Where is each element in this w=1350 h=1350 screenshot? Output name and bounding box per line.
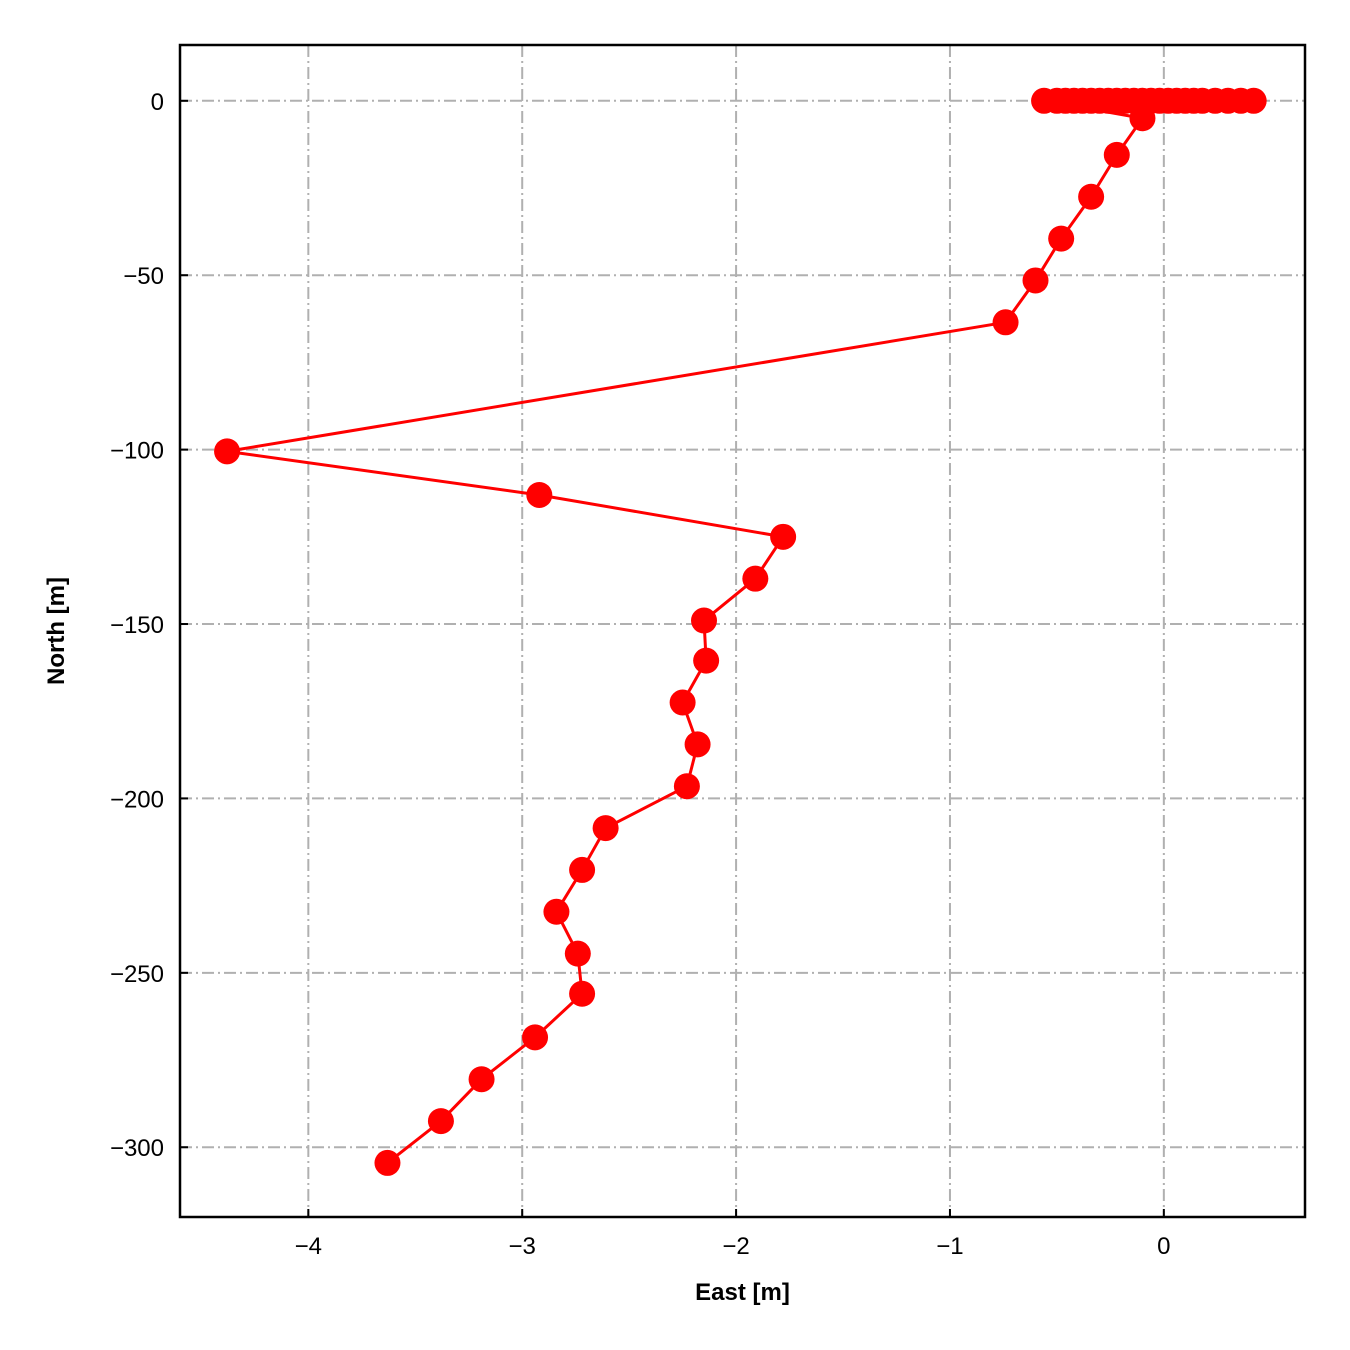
data-point [543, 898, 570, 925]
data-point [669, 689, 696, 716]
data-point [691, 607, 718, 634]
data-point [673, 773, 700, 800]
data-point [522, 1024, 549, 1051]
x-axis-label: East [m] [695, 1279, 790, 1306]
data-point [1022, 267, 1049, 294]
x-tick-label: 0 [1157, 1233, 1170, 1260]
data-point [1129, 105, 1156, 132]
data-point [742, 565, 769, 592]
x-tick-label: −2 [722, 1233, 749, 1260]
y-axis-ticks: 0 −50 −100 −150 −200 −250 −300 [110, 89, 188, 1162]
data-point [569, 980, 596, 1007]
data-point [214, 438, 241, 465]
y-tick-label: −300 [110, 1135, 164, 1162]
y-tick-label: −150 [110, 612, 164, 639]
y-tick-label: 0 [151, 89, 164, 116]
data-point [592, 815, 619, 842]
data-point [1031, 87, 1058, 114]
data-point [1078, 183, 1105, 210]
data-point [770, 523, 797, 550]
data-point [992, 309, 1019, 336]
y-tick-label: −100 [110, 438, 164, 465]
series-layer [214, 87, 1267, 1176]
grid [180, 45, 1305, 1217]
y-axis-label: North [m] [43, 577, 70, 685]
data-point [427, 1108, 454, 1135]
data-point [564, 940, 591, 967]
data-point [684, 731, 711, 758]
data-point [569, 856, 596, 883]
data-point [468, 1066, 495, 1093]
x-tick-label: −3 [509, 1233, 536, 1260]
data-point [1048, 225, 1075, 252]
y-tick-label: −200 [110, 786, 164, 813]
y-tick-label: −50 [123, 263, 164, 290]
data-point [526, 481, 553, 508]
x-tick-label: −4 [295, 1233, 322, 1260]
data-point [693, 647, 720, 674]
y-tick-label: −250 [110, 961, 164, 988]
x-tick-label: −1 [936, 1233, 963, 1260]
data-point [374, 1149, 401, 1176]
plot-frame [178, 43, 1307, 1219]
x-axis-ticks: −4 −3 −2 −1 0 [295, 1209, 1171, 1260]
data-point [1103, 141, 1130, 168]
